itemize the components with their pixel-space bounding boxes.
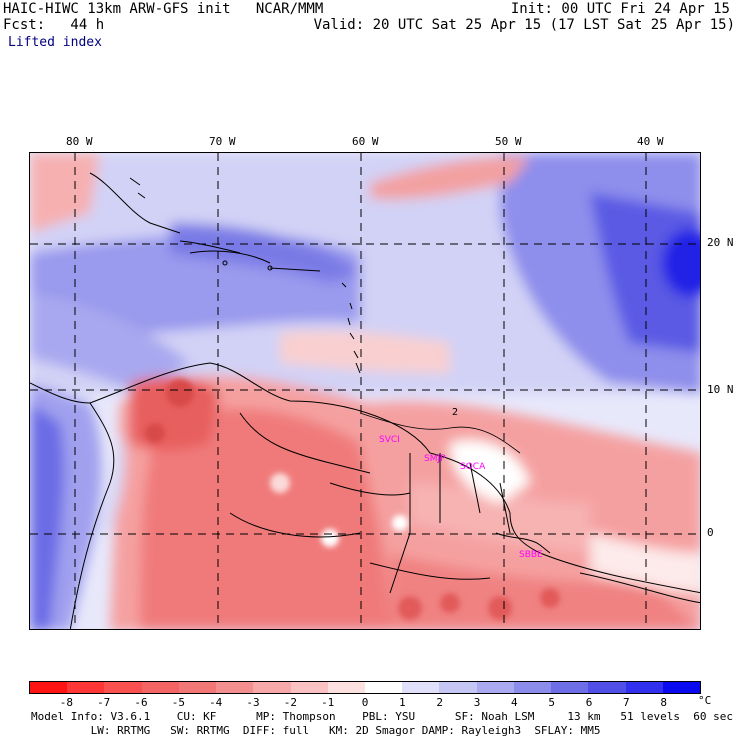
lon-label-50w: 50 W (495, 135, 522, 148)
map-canvas: 2 SVCI SMJP SOCA SBBE (30, 153, 700, 629)
colorbar-tick-label: 4 (511, 696, 518, 709)
run-title: HAIC-HIWC 13km ARW-GFS init NCAR/MMM (3, 1, 324, 17)
lat-label-20n: 20 N (707, 236, 734, 249)
colorbar-tick-label: -7 (97, 696, 111, 709)
colorbar-swatch (216, 682, 254, 693)
model-info-line1: Model Info: V3.6.1 CU: KF MP: Thompson P… (31, 710, 733, 723)
colorbar-tick-label: -4 (209, 696, 223, 709)
colorbar-tick-label: -2 (283, 696, 297, 709)
speckle-detail (145, 379, 560, 620)
colorbar-swatch (439, 682, 477, 693)
colorbar-swatch (513, 682, 552, 693)
colorbar-unit: °C (698, 694, 712, 707)
colorbar-tick-label: -8 (59, 696, 73, 709)
colorbar-tick-label: 6 (585, 696, 593, 709)
colorbar-swatch (476, 682, 514, 693)
islands (129, 177, 361, 374)
field-name: Lifted index (8, 35, 102, 50)
station-svci: SVCI (379, 435, 400, 445)
colorbar-tick-label: 7 (623, 696, 630, 709)
lat-label-0: 0 (707, 526, 714, 539)
forecast-hour: Fcst: 44 h (3, 17, 105, 33)
lon-label-40w: 40 W (637, 135, 664, 148)
contour-line (359, 412, 521, 454)
colorbar-tick-label: 1 (399, 696, 406, 709)
colorbar-swatch (141, 682, 179, 693)
colorbar-swatch (30, 682, 68, 693)
colorbar-swatch (662, 682, 700, 693)
colorbar (29, 681, 701, 694)
colorbar-tick-label: 0 (361, 696, 369, 709)
colorbar-swatch (364, 682, 403, 693)
colorbar-swatch (67, 682, 105, 693)
colorbar-swatch (327, 682, 365, 693)
colorbar-tick-label: -5 (171, 696, 185, 709)
colorbar-swatch (402, 682, 440, 693)
colorbar-swatch (290, 682, 328, 693)
lon-label-60w: 60 W (352, 135, 379, 148)
lon-label-80w: 80 W (66, 135, 93, 148)
lat-label-10n: 10 N (707, 383, 734, 396)
model-info-line2: LW: RRTMG SW: RRTMG DIFF: full KM: 2D Sm… (31, 724, 601, 737)
stability-field (30, 153, 700, 629)
station-labels: SVCI SMJP SOCA SBBE (379, 435, 543, 560)
valid-time: Valid: 20 UTC Sat 25 Apr 15 (17 LST Sat … (313, 17, 735, 33)
lifted-index-map: 2 SVCI SMJP SOCA SBBE (29, 152, 701, 630)
lon-label-70w: 70 W (209, 135, 236, 148)
colorbar-tick-label: 5 (548, 696, 555, 709)
colorbar-tick-label: -3 (246, 696, 260, 709)
colorbar-tick-label: 3 (473, 696, 481, 709)
colorbar-tick-label: -1 (321, 696, 335, 709)
lat-lon-grid (30, 153, 700, 629)
station-sbbe: SBBE (519, 550, 543, 560)
colorbar-swatch (588, 682, 626, 693)
colorbar-tick-label: 8 (660, 696, 667, 709)
colorbar-swatch (104, 682, 142, 693)
colorbar-swatch (625, 682, 663, 693)
station-soca: SOCA (460, 462, 486, 472)
init-time: Init: 00 UTC Fri 24 Apr 15 (510, 1, 730, 17)
colorbar-swatch (178, 682, 217, 693)
station-smjp: SMJP (424, 454, 446, 464)
colorbar-swatch (551, 682, 589, 693)
colorbar-tick-label: 2 (436, 696, 443, 709)
colorbar-swatch (253, 682, 291, 693)
contour-label: 2 (452, 407, 458, 418)
colorbar-tick-label: -6 (134, 696, 148, 709)
